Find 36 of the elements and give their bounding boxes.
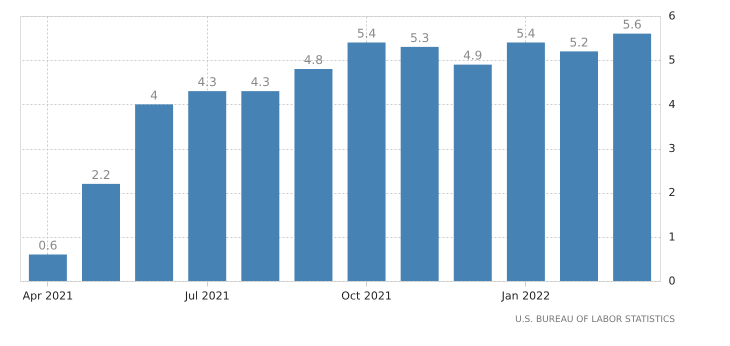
bar — [82, 184, 120, 281]
data-label: 5.4 — [357, 26, 376, 40]
y-tick-label: 1 — [668, 230, 676, 244]
data-label: 0.6 — [38, 238, 58, 252]
data-label: 5.3 — [410, 30, 430, 45]
data-label: 4.8 — [304, 53, 323, 67]
y-tick-label: 4 — [668, 98, 676, 111]
data-label: 5.6 — [622, 18, 642, 32]
bar — [348, 42, 386, 281]
x-tick-label: Jan 2022 — [500, 290, 550, 302]
data-label: 2.2 — [91, 168, 111, 182]
bar — [400, 46, 439, 281]
y-tick-label: 5 — [668, 54, 676, 67]
x-tick-label: Jul 2021 — [184, 290, 230, 302]
text: U.S. BUREAU OF LABOR STATISTICS — [515, 315, 676, 325]
y-tick-label: 6 — [668, 10, 676, 22]
bar — [613, 34, 652, 281]
y-tick-label: 3 — [668, 142, 676, 155]
x-tick-label: Oct 2021 — [341, 290, 392, 302]
data-label: 4.9 — [463, 48, 482, 63]
data-label: 5.2 — [569, 35, 589, 50]
data-label: 4.3 — [250, 75, 270, 90]
bar — [188, 91, 226, 281]
bar — [294, 69, 332, 281]
y-tick-label: 0 — [668, 274, 676, 288]
bar — [135, 104, 174, 281]
bar — [560, 51, 598, 281]
data-label: 4 — [150, 88, 158, 102]
bar — [506, 42, 545, 281]
bar — [454, 64, 492, 281]
bar — [28, 254, 67, 281]
data-label: 4.3 — [198, 75, 217, 90]
x-tick-label: Apr 2021 — [22, 290, 74, 302]
bar — [241, 91, 280, 281]
y-tick-label: 2 — [668, 186, 676, 200]
data-label: 5.4 — [516, 26, 536, 40]
